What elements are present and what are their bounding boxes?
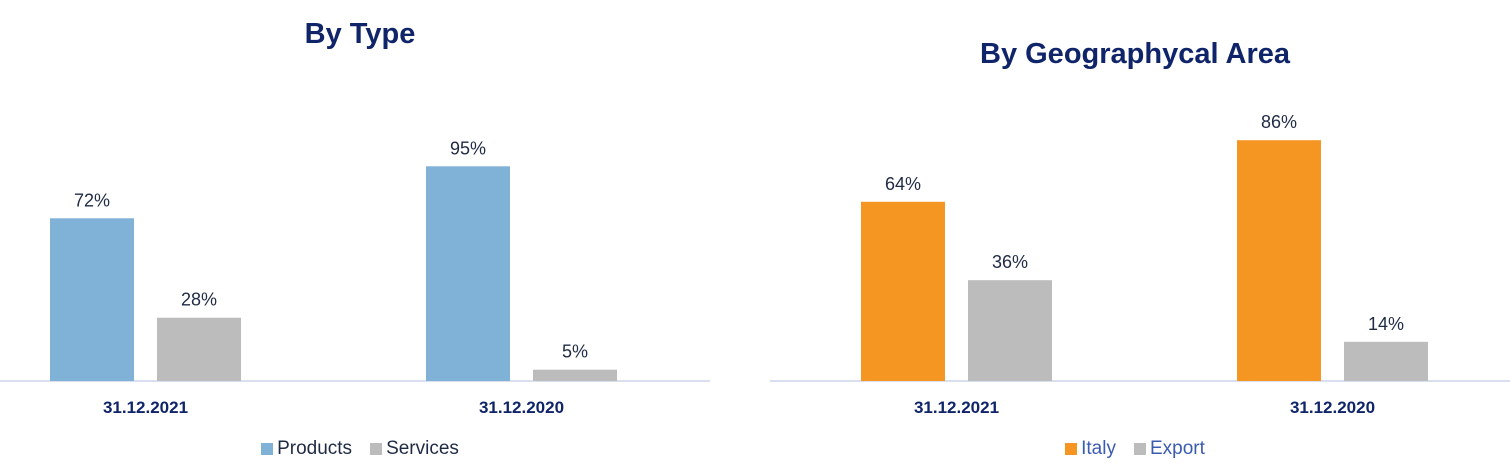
legend-label: Export (1149, 438, 1205, 459)
legend-label: Services (386, 438, 459, 459)
legend: Products Services (0, 438, 720, 461)
bar-services-0 (157, 317, 241, 381)
data-label: 72% (74, 190, 110, 210)
legend-item-export: Export (1133, 438, 1205, 460)
legend-item-products: Products (261, 438, 352, 460)
legend-item-services: Services (370, 438, 459, 460)
bar-export-0 (968, 280, 1052, 381)
data-label: 64% (885, 174, 921, 194)
chart-title: By Type (304, 18, 416, 50)
category-label: 31.12.2020 (1290, 398, 1375, 417)
category-label: 31.12.2021 (914, 398, 999, 417)
by-geographical-area-chart: By Geographycal Area 64% 36% 31.12.2021 86%… (760, 0, 1510, 476)
legend: Italy Export (760, 438, 1510, 461)
legend-swatch (1133, 443, 1146, 455)
chart-title: By Geographycal Area (980, 38, 1290, 70)
data-label: 36% (992, 252, 1028, 272)
legend-swatch (261, 443, 274, 455)
data-label: 14% (1368, 314, 1404, 334)
bar-export-1 (1344, 341, 1428, 381)
bar-products-1 (426, 166, 510, 381)
by-type-plot: 72% 28% 31.12.2021 95% 5% 31.12.2020 (0, 138, 710, 417)
legend-label: Products (277, 438, 353, 459)
legend-swatch (370, 443, 383, 455)
legend-swatch (1065, 443, 1078, 455)
by-area-plot: 64% 36% 31.12.2021 86% 14% 31.12.2020 (770, 112, 1510, 417)
by-type-chart: By Type 72% 28% 31.12.2021 95% 5% 31.12.2020 … (0, 0, 720, 476)
data-label: 28% (181, 290, 217, 310)
data-label: 95% (450, 138, 486, 158)
legend-item-italy: Italy (1065, 438, 1116, 460)
data-label: 5% (562, 342, 588, 362)
bar-italy-0 (861, 201, 945, 381)
bar-products-0 (50, 218, 134, 381)
bar-services-1 (533, 369, 617, 381)
data-label: 86% (1261, 112, 1297, 132)
category-label: 31.12.2021 (103, 398, 188, 417)
category-label: 31.12.2020 (479, 398, 564, 417)
bar-italy-1 (1237, 140, 1321, 381)
legend-label: Italy (1081, 438, 1116, 459)
